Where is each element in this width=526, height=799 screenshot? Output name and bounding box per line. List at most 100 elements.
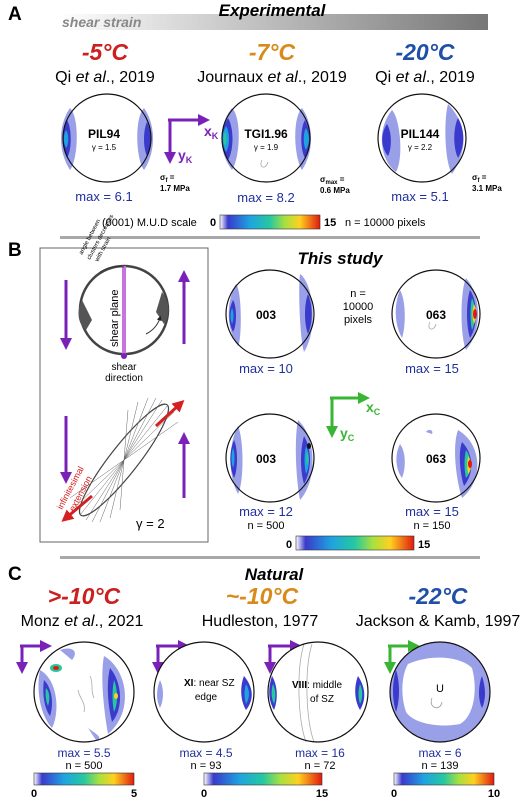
panel-b-title: This study (297, 249, 384, 268)
panel-a-title: Experimental (219, 1, 327, 20)
shear-plane-label: shear plane (109, 290, 121, 348)
sample-id-b4: 063 (426, 452, 446, 466)
temp-c-3: -22°C (408, 583, 467, 609)
scale-c3-min: 0 (391, 788, 397, 799)
gamma-tgi196: γ = 1.9 (254, 143, 279, 152)
label-xi-2: edge (195, 692, 218, 703)
pole-figure-c-hudleston-xi: XI: near SZ edge (153, 641, 255, 743)
max-b-2: max = 15 (405, 361, 459, 376)
colorbar-b (295, 535, 415, 551)
max-a-3: max = 5.1 (391, 189, 448, 204)
n-b-3: n = 500 (247, 520, 284, 532)
ref-c-2: Hudleston, 1977 (202, 613, 319, 630)
temp-c-2: ~-10°C (226, 583, 299, 609)
n-note-a: n = 10000 pixels (345, 217, 426, 229)
pole-figure-pil94: PIL94 γ = 1.5 (61, 93, 153, 183)
sample-id-tgi196: TGI1.96 (244, 127, 288, 141)
n-c-3: n = 72 (305, 760, 336, 772)
scale-b-min: 0 (286, 539, 292, 551)
ref-a-2: Journaux et al., 2019 (197, 69, 347, 86)
panel-c-title: Natural (245, 565, 305, 584)
gamma-pil94: γ = 1.5 (92, 143, 117, 152)
stress-val-a-3: 3.1 MPa (472, 184, 502, 193)
axis-yk: yK (178, 147, 193, 165)
n-b-4: n = 150 (413, 520, 450, 532)
sample-id-b2: 063 (426, 308, 446, 322)
kinematic-axes-c: xC yC (326, 392, 381, 443)
panel-b-letter: B (8, 240, 22, 261)
n-c-4: n = 139 (421, 760, 458, 772)
shear-direction-label-1: shear (111, 362, 137, 373)
gamma-pil144: γ = 2.2 (408, 143, 433, 152)
temp-a-3: -20°C (395, 39, 454, 65)
scale-b-max: 15 (418, 539, 430, 551)
stress-val-a-1: 1.7 MPa (160, 184, 190, 193)
ref-a-3: Qi et al., 2019 (375, 69, 475, 86)
scale-a-min: 0 (210, 217, 216, 229)
scale-c3-max: 10 (488, 788, 500, 799)
ref-a-1: Qi et al., 2019 (55, 69, 155, 86)
schematic-box: shear plane shear direction angle betwee… (39, 214, 209, 543)
gamma-2-label: γ = 2 (136, 516, 165, 531)
max-a-1: max = 6.1 (75, 189, 132, 204)
sample-id-pil144: PIL144 (401, 127, 440, 141)
pole-figure-tgi196: TGI1.96 γ = 1.9 (221, 93, 311, 183)
n-c-1: n = 500 (65, 760, 102, 772)
scale-c2-max: 15 (316, 788, 328, 799)
shear-direction-label-2: direction (105, 373, 143, 384)
mud-scale-label: (0001) M.U.D scale (102, 217, 197, 229)
pole-figure-b-063-bottom: 063 (391, 413, 481, 503)
n-note-b-2: 10000 (343, 301, 374, 313)
stress-val-a-2: 0.6 MPa (320, 186, 350, 195)
scale-a-max: 15 (324, 217, 336, 229)
n-note-b-1: n = (350, 288, 366, 300)
scale-c1-min: 0 (31, 788, 37, 799)
stress-a-3: σf = (472, 173, 487, 184)
max-b-4: max = 15 (405, 504, 459, 519)
axis-yc: yC (340, 425, 355, 443)
scale-c2-min: 0 (201, 788, 207, 799)
sample-id-b1: 003 (256, 308, 276, 322)
divider-ab (60, 236, 480, 239)
panel-c-letter: C (8, 564, 22, 585)
shear-strain-label: shear strain (62, 14, 141, 30)
label-xi: XI: near SZ (184, 678, 235, 689)
label-viii: VIII: middle (292, 680, 342, 691)
label-u: U (436, 683, 444, 695)
stress-a-1: σf = (160, 173, 175, 184)
max-b-1: max = 10 (239, 361, 293, 376)
pole-figure-b-003-bottom: 003 (225, 413, 315, 503)
colorbar-c-2 (203, 772, 323, 786)
temp-c-1: >-10°C (48, 583, 121, 609)
kinematic-axes-k: xK yK (164, 114, 219, 165)
max-c-1: max = 5.5 (57, 746, 110, 760)
axes-c-arrows (15, 640, 420, 674)
max-b-3: max = 12 (239, 504, 293, 519)
ref-c-1: Monz et al., 2021 (21, 613, 144, 630)
max-c-3: max = 16 (295, 746, 345, 760)
pole-figure-c-monz (33, 641, 135, 743)
axis-xk: xK (204, 123, 219, 141)
max-c-4: max = 6 (418, 746, 461, 760)
temp-a-1: -5°C (82, 39, 129, 65)
divider-bc (60, 556, 480, 559)
n-c-2: n = 93 (191, 760, 222, 772)
temp-a-2: -7°C (249, 39, 296, 65)
pole-figure-c-hudleston-viii: VIII: middle of SZ (267, 641, 369, 743)
shear-strain-bar (58, 14, 488, 30)
ref-c-3: Jackson & Kamb, 1997 (356, 613, 521, 630)
n-note-b-3: pixels (344, 314, 373, 326)
axis-xc: xC (366, 399, 381, 417)
sample-id-b3: 003 (256, 452, 276, 466)
stress-a-2: σmax = (320, 175, 345, 186)
pole-figure-pil144: PIL144 γ = 2.2 (377, 93, 467, 183)
label-viii-2: of SZ (310, 694, 334, 705)
scale-c1-max: 5 (131, 788, 137, 799)
pole-figure-c-jackson-kamb: U (389, 641, 491, 743)
max-a-2: max = 8.2 (237, 190, 294, 205)
max-c-2: max = 4.5 (179, 746, 232, 760)
pole-figure-b-063-top: 063 (391, 269, 481, 359)
colorbar-c-3 (393, 772, 495, 786)
panel-a-letter: A (8, 4, 22, 25)
